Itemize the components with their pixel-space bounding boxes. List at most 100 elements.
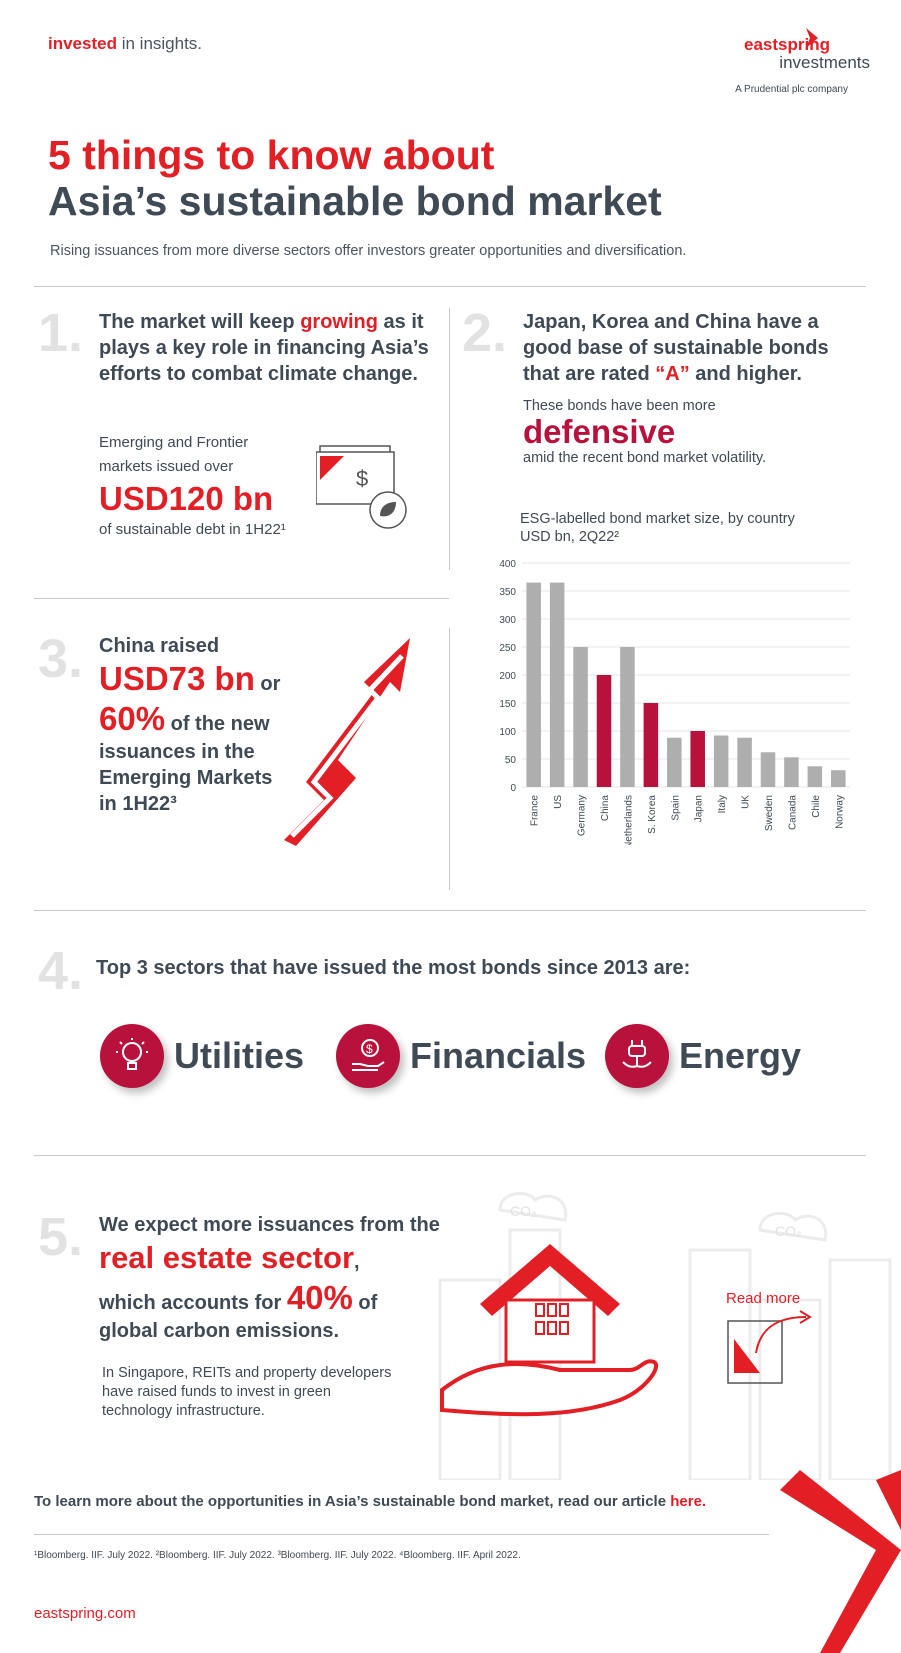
brand-chevrons-icon [780,1470,901,1653]
y-tick-label: 0 [510,783,516,794]
house-in-hand-icon [440,1244,658,1417]
y-tick-label: 150 [499,699,516,710]
logo-wordmark-1: eastspring [744,35,830,54]
x-tick-label: US [553,795,564,809]
chart-title-block: ESG-labelled bond market size, by countr… [520,510,795,546]
divider [34,1534,769,1535]
s5-line-2b: of [352,1292,378,1314]
money-hand-icon: $ [336,1024,400,1088]
s2-heading-highlight: “A” [655,363,690,385]
read-more-link[interactable]: Read more [726,1290,816,1390]
page-subtitle: Rising issuances from more diverse secto… [50,243,687,259]
chart-bar-italy [713,735,729,787]
s1-heading-highlight: growing [300,311,378,333]
s2-text-1: These bonds have been more [523,398,716,414]
external-link-icon[interactable] [726,1309,816,1385]
s3-line-4: Emerging Markets [99,767,273,789]
divider-vertical [449,308,450,570]
s3-line-3: issuances in the [99,741,255,763]
section-5-heading: We expect more issuances from the real e… [99,1212,479,1344]
s2-text-2: amid the recent bond market volatility. [523,450,767,466]
x-tick-label: Germany [577,795,588,836]
chart-bar-norway [831,770,846,787]
y-tick-label: 400 [499,559,516,570]
section-2-heading: Japan, Korea and China have a good base … [523,309,843,387]
sector-financials: $ Financials [336,1024,586,1088]
chart-bar-france [526,582,541,787]
title-line-1: 5 things to know about [48,132,495,178]
chart-bar-chile [807,766,823,787]
co2-label: CO₂ [775,1223,801,1239]
chart-title: ESG-labelled bond market size, by countr… [520,511,795,527]
s1-text-3: of sustainable debt in 1H22¹ [99,521,286,538]
section-number-3: 3. [38,629,84,689]
title-line-2: Asia’s sustainable bond market [48,178,662,224]
cta-text: To learn more about the opportunities in… [34,1493,671,1510]
divider [34,598,449,599]
s1-text-1: Emerging and Frontier [99,434,249,451]
divider [34,286,866,287]
divider [34,910,866,911]
chart-bar-us [549,582,565,787]
x-tick-label: Italy [717,795,728,813]
s5-line-1: We expect more issuances from the [99,1214,440,1236]
s1-text-2: markets issued over [99,458,234,475]
chart-bar-netherlands [620,647,635,787]
s2-big-word: defensive [523,413,676,450]
section-number-5: 5. [38,1207,84,1267]
s1-heading-c: as it plays a key role in financing Asia… [99,311,429,385]
s5-line-2a: which accounts for [99,1292,287,1314]
s3-big-figure-1: USD73 bn [99,660,255,697]
tagline-rest: in insights. [116,34,203,53]
s3-line-2: of the new [165,713,270,735]
x-tick-label: Spain [670,795,681,821]
section-1-heading: The market will keep growing as it plays… [99,309,429,387]
s5-line-3: global carbon emissions. [99,1320,340,1342]
x-tick-label: Canada [787,795,798,830]
s3-line-1: China raised [99,635,220,657]
x-tick-label: Japan [694,795,705,822]
section-1-body: Emerging and Frontier markets issued ove… [99,431,309,541]
chart-bar-s-korea [643,703,659,787]
x-tick-label: Norway [834,795,845,829]
x-tick-label: Chile [811,795,822,818]
bond-market-chart: 0 50 100 150 200 250 300 350 400 France US Germany C… [499,559,850,845]
rising-arrow-icon [284,638,410,846]
header-tagline: invested in insights. [48,34,202,54]
chart-bar-japan [690,731,705,787]
s3-line-5: in 1H22³ [99,793,177,815]
chart-bar-canada [784,757,799,787]
y-tick-label: 250 [499,643,516,654]
co2-label: CO₂ [510,1203,536,1219]
lightbulb-icon [100,1024,164,1088]
s5-comma: , [354,1251,360,1273]
x-tick-label: France [530,795,541,827]
logo-arrow-icon [806,28,818,48]
s5-big-figure: 40% [286,1279,353,1316]
footnotes: ¹Bloomberg. IIF. July 2022. ²Bloomberg. … [34,1550,521,1561]
x-tick-label: China [600,795,611,822]
site-link[interactable]: eastspring.com [34,1605,136,1622]
x-tick-label: Netherlands [623,795,634,845]
chart-bar-uk [737,737,752,787]
s1-big-figure: USD120 bn [99,480,274,517]
chart-subtitle: USD bn, 2Q22² [520,529,620,545]
s3-big-figure-2: 60% [99,700,166,737]
sector-utilities: Utilities [100,1024,304,1088]
sector-label: Energy [679,1035,802,1076]
brand-logo[interactable]: eastspring investments A Prudential plc … [700,26,870,95]
s3-or: or [254,673,281,695]
s2-heading-a: Japan, Korea and China have a good base … [523,311,829,385]
svg-text:$: $ [356,466,368,491]
y-tick-label: 50 [505,755,517,766]
x-tick-label: UK [741,795,752,809]
read-more-label[interactable]: Read more [726,1290,801,1307]
article-link[interactable]: here. [670,1493,707,1510]
money-leaf-icon: $ [316,445,407,529]
power-plug-icon [605,1024,669,1088]
chart-bar-germany [573,647,588,787]
sector-energy: Energy [605,1024,801,1088]
chart-bar-spain [667,737,682,787]
svg-text:$: $ [366,1042,373,1056]
y-tick-label: 350 [499,587,516,598]
